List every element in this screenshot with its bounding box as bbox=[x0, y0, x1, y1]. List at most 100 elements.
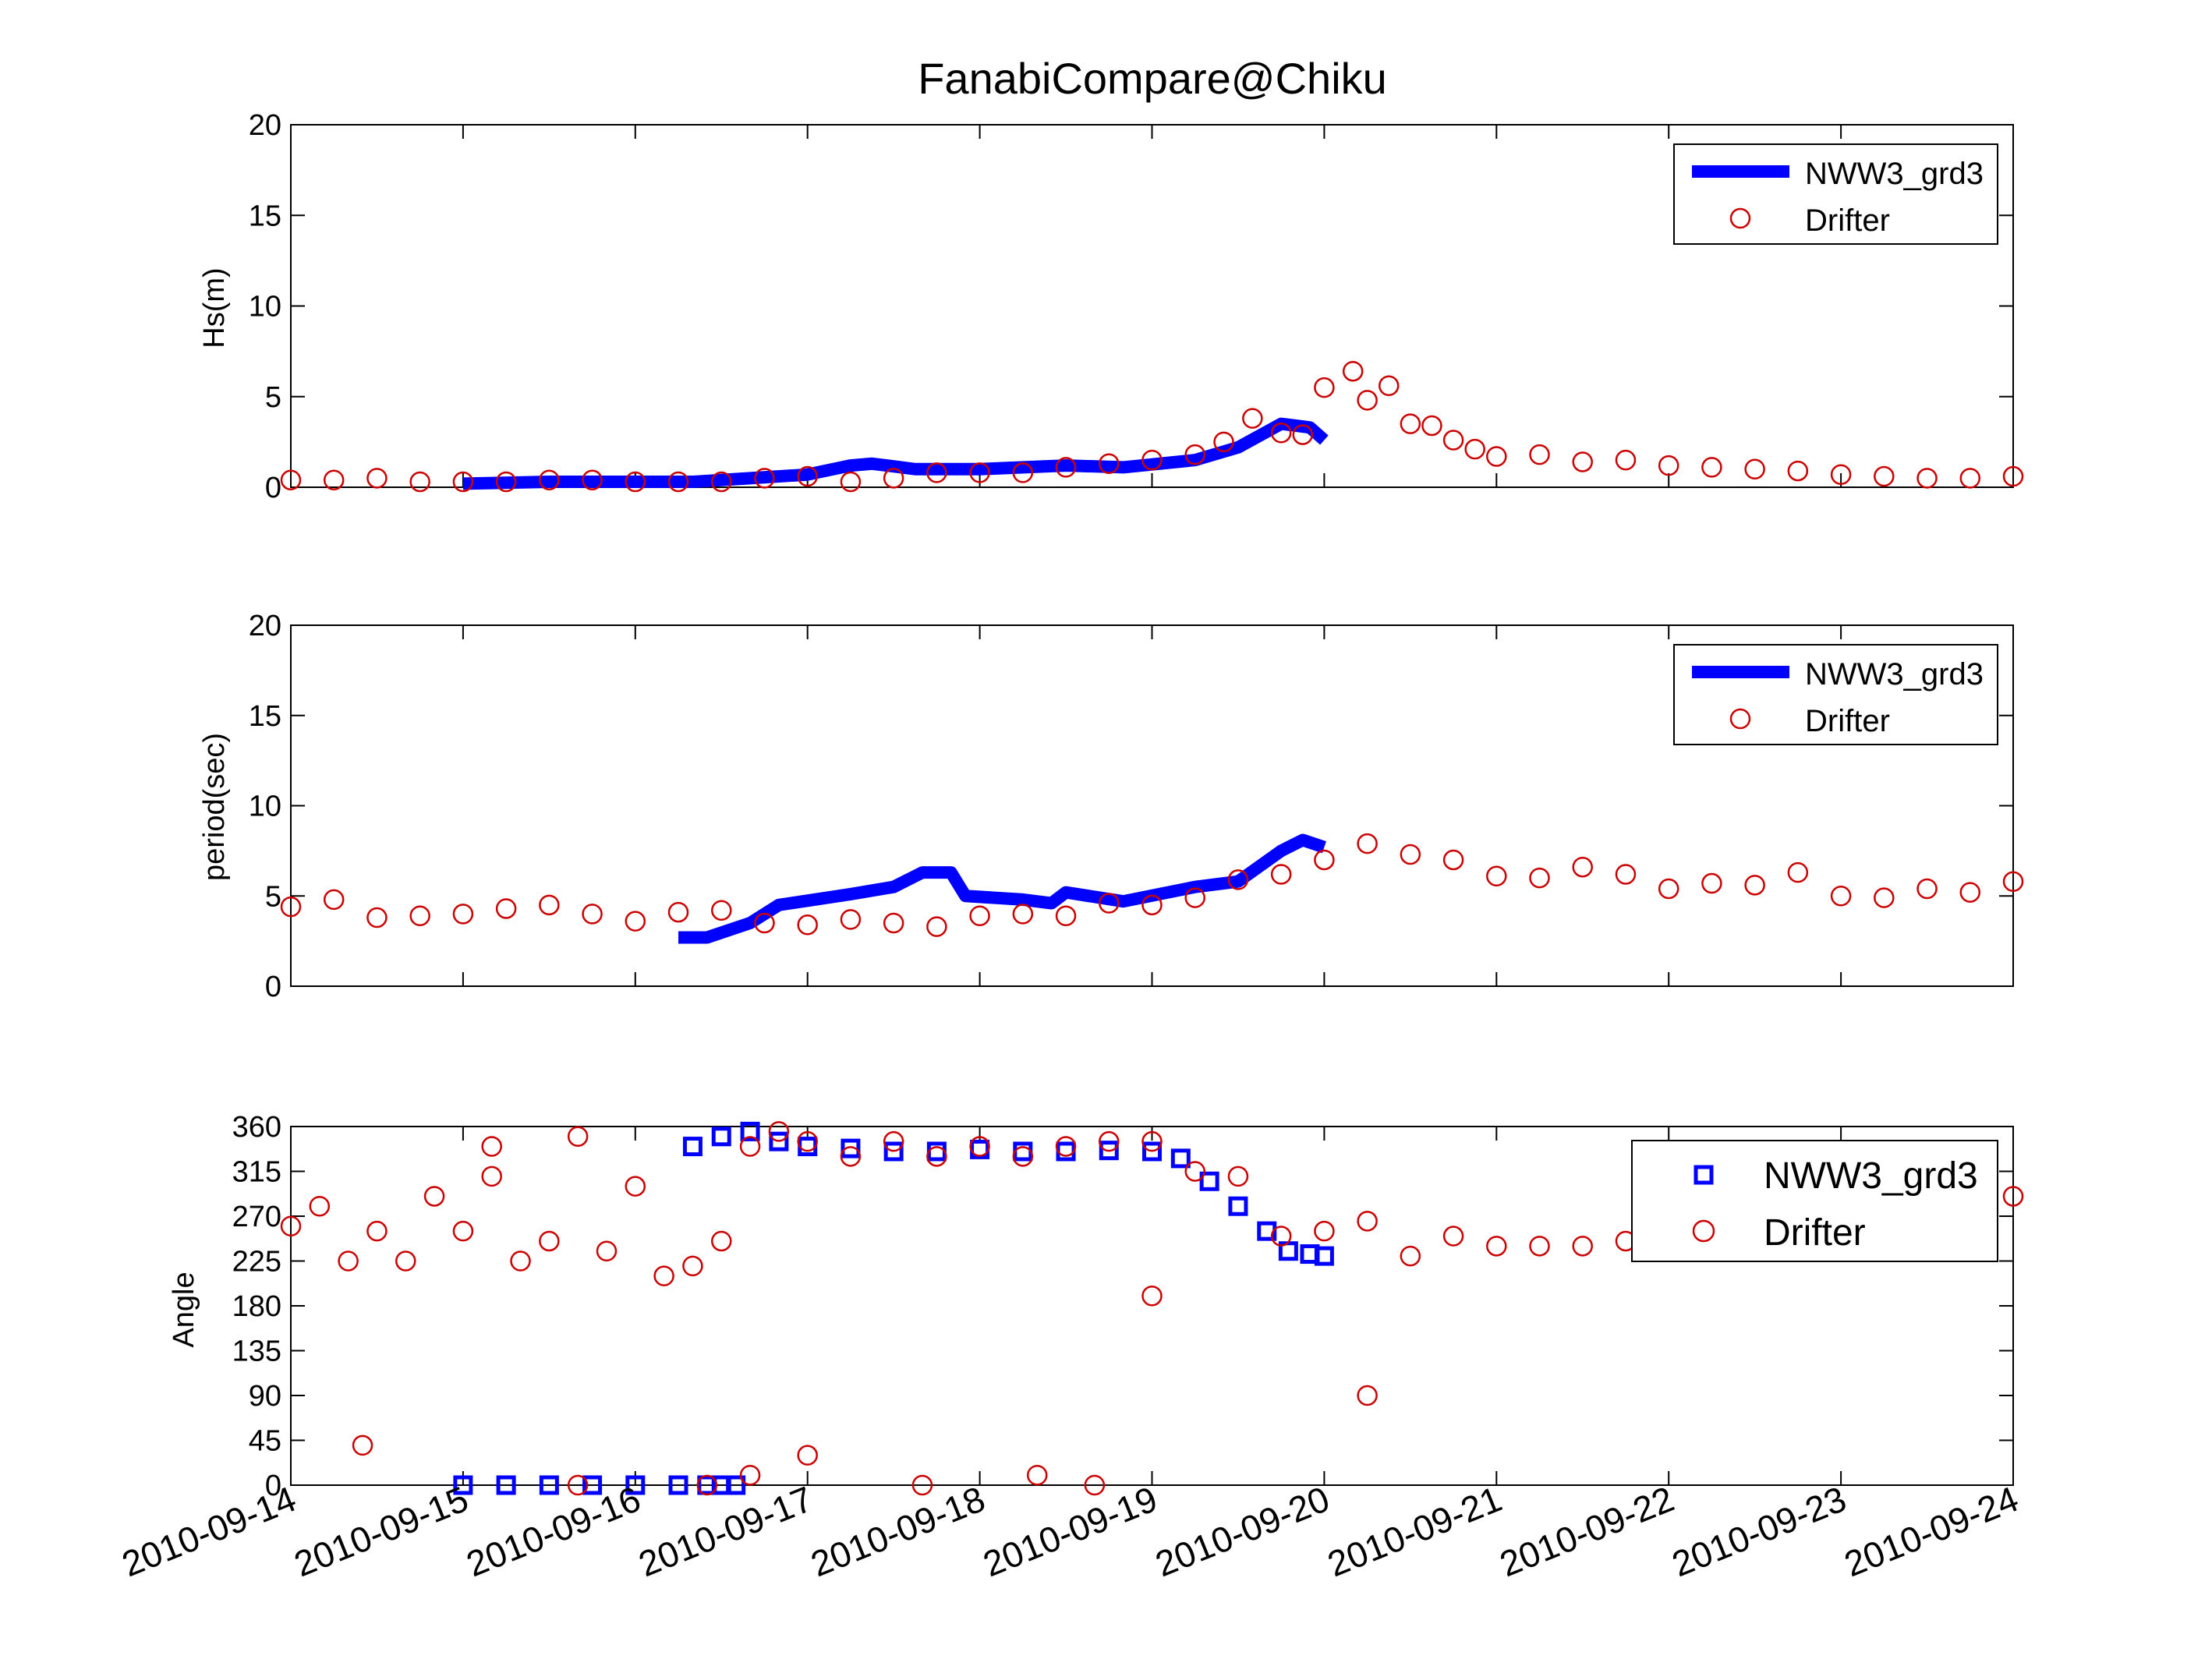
drifter-point bbox=[797, 465, 818, 487]
drifter-point bbox=[1787, 460, 1809, 482]
y-tick-label: 270 bbox=[232, 1201, 281, 1233]
drifter-point bbox=[366, 907, 388, 929]
drifter-point bbox=[567, 1126, 589, 1148]
drifter-point bbox=[1357, 1385, 1378, 1406]
drifter-point bbox=[739, 1136, 761, 1157]
y-tick-label: 20 bbox=[249, 610, 281, 642]
model-line bbox=[462, 417, 1329, 490]
model-point bbox=[625, 1475, 646, 1495]
drifter-point bbox=[539, 1230, 560, 1252]
model-point bbox=[453, 1475, 473, 1495]
drifter-point bbox=[625, 471, 646, 493]
model-point bbox=[1314, 1246, 1334, 1266]
y-tick-label: 225 bbox=[232, 1246, 281, 1279]
model-point bbox=[1199, 1171, 1219, 1191]
model-point bbox=[539, 1475, 559, 1495]
drifter-point bbox=[1141, 1285, 1163, 1307]
drifter-point bbox=[1342, 360, 1364, 382]
drifter-point bbox=[582, 904, 603, 925]
model-point bbox=[582, 1475, 603, 1495]
drifter-point bbox=[495, 898, 517, 919]
model-point bbox=[1228, 1196, 1248, 1216]
drifter-point bbox=[754, 912, 775, 934]
drifter-point bbox=[711, 471, 732, 493]
drifter-point bbox=[395, 1250, 416, 1272]
drifter-point bbox=[352, 1434, 373, 1456]
drifter-point bbox=[1874, 465, 1895, 487]
drifter-point bbox=[1658, 878, 1679, 900]
drifter-point bbox=[1916, 878, 1938, 900]
y-tick-label: 0 bbox=[265, 971, 281, 1003]
drifter-point bbox=[366, 1220, 388, 1242]
y-tick-label: 15 bbox=[249, 700, 281, 733]
angle-legend-drifter-swatch bbox=[1692, 1219, 1715, 1243]
drifter-point bbox=[280, 469, 302, 490]
drifter-point bbox=[711, 900, 732, 921]
drifter-point bbox=[2002, 871, 2024, 892]
drifter-point bbox=[452, 904, 474, 925]
drifter-point bbox=[1701, 872, 1722, 894]
y-tick-label: 5 bbox=[265, 880, 281, 913]
drifter-point bbox=[1486, 865, 1507, 887]
drifter-point bbox=[596, 1240, 618, 1261]
drifter-point bbox=[309, 1195, 331, 1217]
drifter-point bbox=[1357, 390, 1378, 411]
drifter-point bbox=[797, 1130, 818, 1152]
drifter-point bbox=[1464, 438, 1485, 460]
drifter-point bbox=[452, 471, 474, 493]
drifter-point bbox=[883, 912, 904, 934]
drifter-point bbox=[423, 1186, 445, 1207]
drifter-point bbox=[1658, 455, 1679, 476]
drifter-point bbox=[1486, 446, 1507, 467]
model-point bbox=[1170, 1148, 1191, 1169]
drifter-point bbox=[1830, 886, 1852, 907]
drifter-point bbox=[1529, 867, 1550, 889]
drifter-point bbox=[1026, 1464, 1048, 1486]
model-point bbox=[496, 1475, 516, 1495]
drifter-point bbox=[1959, 468, 1981, 489]
drifter-point bbox=[323, 889, 345, 911]
y-tick-label: 20 bbox=[249, 109, 281, 142]
drifter-point bbox=[1400, 844, 1421, 865]
drifter-point bbox=[1378, 375, 1400, 397]
model-point bbox=[970, 1139, 990, 1159]
drifter-point bbox=[883, 1130, 904, 1152]
drifter-point bbox=[1055, 457, 1077, 478]
drifter-point bbox=[1744, 875, 1765, 896]
y-tick-label: 10 bbox=[249, 291, 281, 324]
drifter-point bbox=[1141, 1130, 1163, 1152]
drifter-point bbox=[1099, 453, 1120, 475]
model-point bbox=[769, 1131, 789, 1151]
drifter-point bbox=[1830, 464, 1852, 485]
angle-legend: NWW3_grd3 Drifter bbox=[1631, 1140, 1998, 1262]
drifter-point bbox=[667, 901, 689, 923]
drifter-point bbox=[1959, 882, 1981, 903]
drifter-point bbox=[1292, 424, 1314, 445]
drifter-point bbox=[926, 1146, 947, 1167]
y-tick-label: 315 bbox=[232, 1156, 281, 1189]
drifter-point bbox=[667, 471, 689, 493]
drifter-point bbox=[1314, 377, 1335, 398]
drifter-point bbox=[409, 905, 430, 926]
drifter-point bbox=[926, 462, 947, 483]
drifter-point bbox=[1442, 849, 1464, 871]
drifter-point bbox=[1400, 413, 1421, 434]
drifter-point bbox=[1012, 462, 1034, 483]
drifter-point bbox=[280, 1215, 302, 1237]
hs-legend-drifter-swatch bbox=[1729, 207, 1751, 229]
drifter-point bbox=[1055, 905, 1077, 926]
y-tick-label: 360 bbox=[232, 1111, 281, 1144]
drifter-point bbox=[481, 1136, 502, 1157]
drifter-point bbox=[739, 1464, 761, 1486]
hs-legend: NWW3_grd3 Drifter bbox=[1673, 143, 1998, 245]
model-point bbox=[1257, 1221, 1277, 1241]
drifter-point bbox=[1270, 1226, 1292, 1247]
drifter-point bbox=[1012, 904, 1034, 925]
drifter-point bbox=[1213, 431, 1234, 453]
drifter-point bbox=[1242, 408, 1263, 429]
drifter-point bbox=[969, 1136, 990, 1157]
period-legend: NWW3_grd3 Drifter bbox=[1673, 644, 1998, 745]
drifter-point bbox=[1874, 887, 1895, 908]
drifter-point bbox=[1314, 1220, 1335, 1242]
drifter-point bbox=[1184, 444, 1205, 465]
